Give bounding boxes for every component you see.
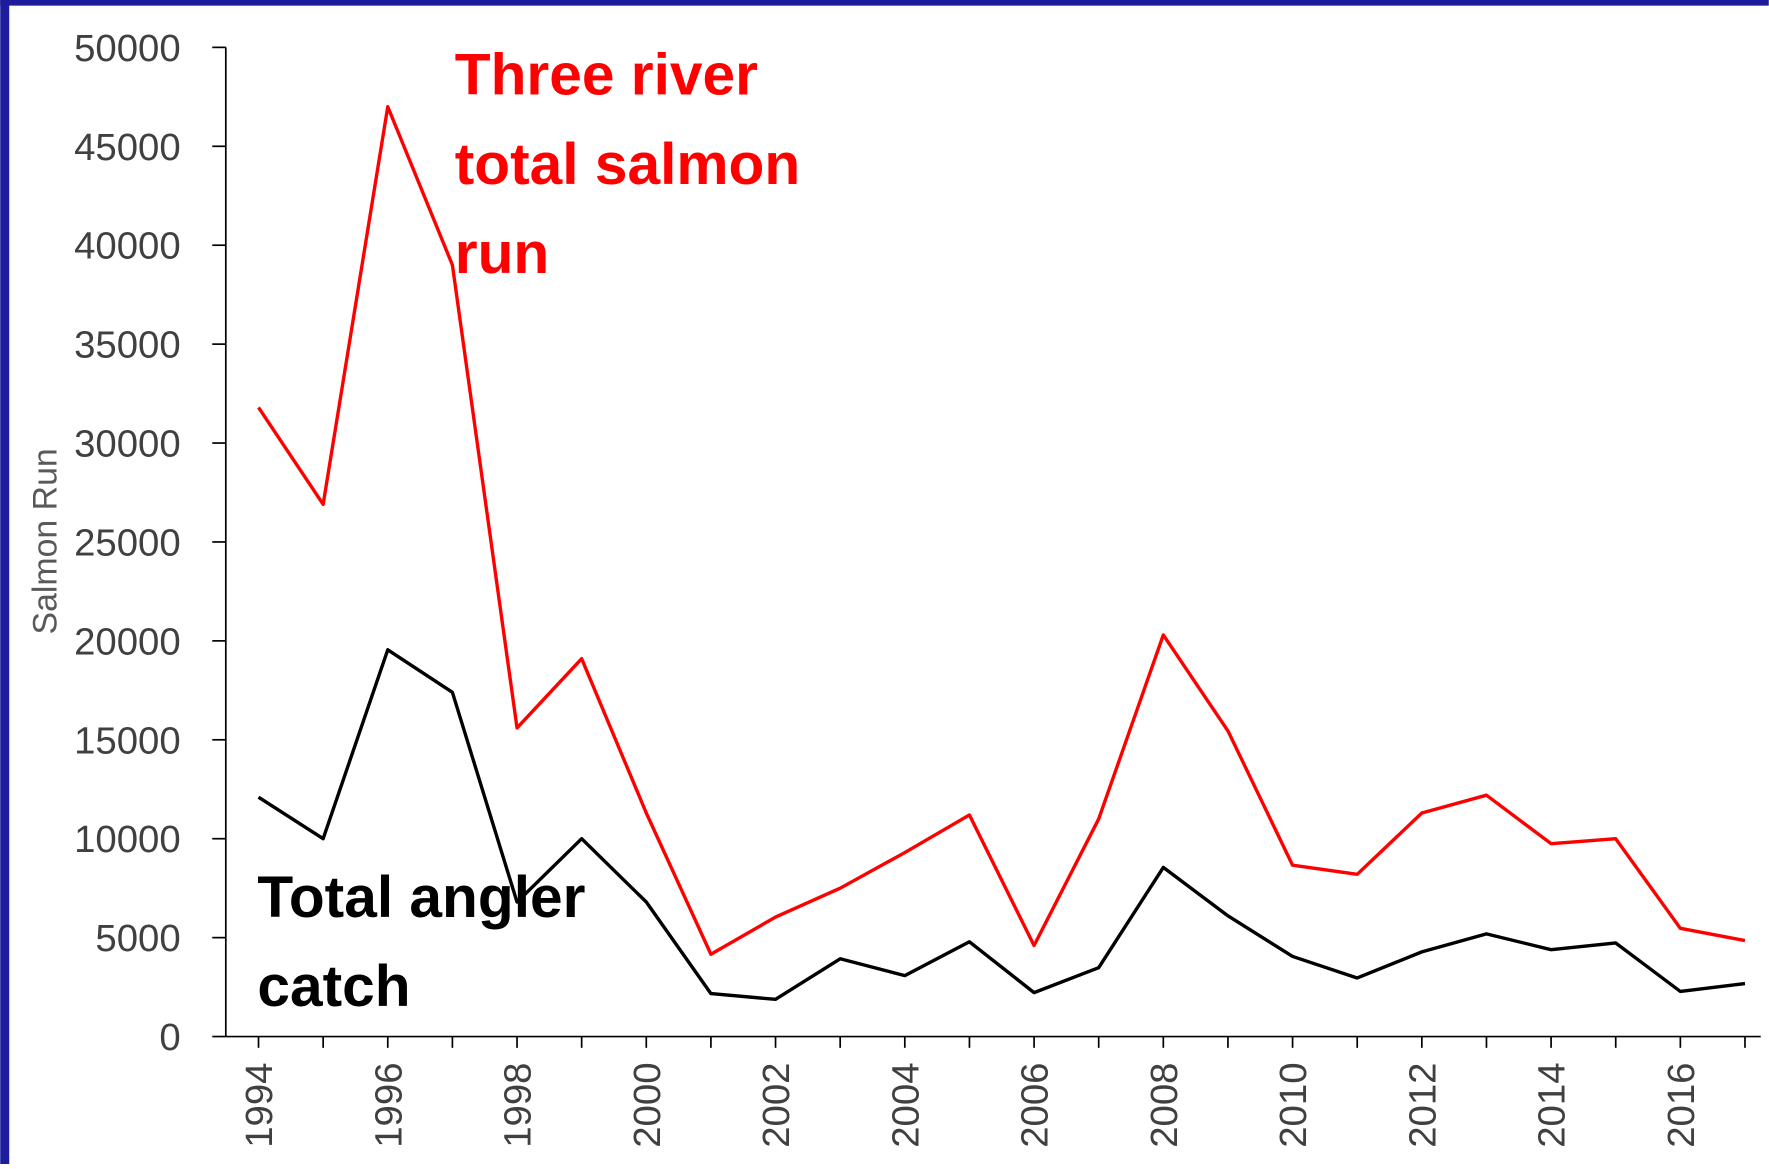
x-tick-label: 2016 [1660,1062,1703,1147]
x-tick-label: 1998 [497,1062,540,1147]
x-tick-label: 2012 [1401,1062,1444,1147]
x-tick-label: 2014 [1531,1062,1574,1147]
y-tick-label: 10000 [74,818,181,861]
x-tick-label: 2004 [884,1062,927,1147]
y-tick-label: 45000 [74,126,181,169]
x-tick-label: 1994 [238,1062,281,1147]
y-tick-label: 15000 [74,719,181,762]
x-tick-label: 2008 [1143,1062,1186,1147]
y-tick-label: 25000 [74,521,181,564]
frame-left [0,0,10,1164]
frame-top [0,0,1769,6]
y-tick-label: 35000 [74,324,181,367]
x-tick-label: 2002 [755,1062,798,1147]
y-tick-label: 50000 [74,27,181,70]
series-line [257,648,1746,1002]
y-tick-label: 20000 [74,620,181,663]
x-tick-label: 2010 [1272,1062,1315,1147]
series-annotation: Total angler catch [257,865,586,1020]
series-annotation: Three river total salmon run [454,42,801,287]
series-annotation-text: Three river total salmon run [454,42,801,287]
x-tick-label: 1996 [367,1062,410,1147]
x-tick-label: 2000 [626,1062,669,1147]
y-tick-label: 30000 [74,423,181,466]
series-annotation-text: Total angler catch [257,865,586,1020]
series-line [257,105,1746,956]
x-tick-label: 2006 [1014,1062,1057,1147]
y-tick-label: 0 [159,1016,180,1059]
y-tick-label: 5000 [95,917,180,960]
y-tick-label: 40000 [74,225,181,268]
y-axis-label: Salmon Run [27,448,65,634]
